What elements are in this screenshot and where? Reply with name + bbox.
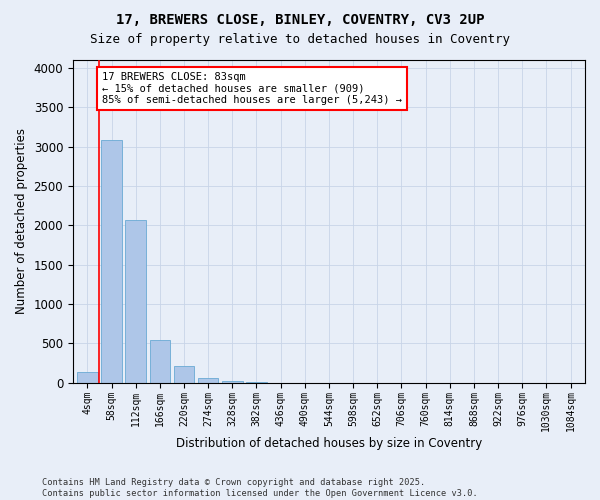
- Text: 17 BREWERS CLOSE: 83sqm
← 15% of detached houses are smaller (909)
85% of semi-d: 17 BREWERS CLOSE: 83sqm ← 15% of detache…: [102, 72, 402, 105]
- Bar: [77, 372, 98, 382]
- Bar: [222, 380, 242, 382]
- Text: 17, BREWERS CLOSE, BINLEY, COVENTRY, CV3 2UP: 17, BREWERS CLOSE, BINLEY, COVENTRY, CV3…: [116, 12, 484, 26]
- Text: Contains HM Land Registry data © Crown copyright and database right 2025.
Contai: Contains HM Land Registry data © Crown c…: [42, 478, 478, 498]
- Bar: [198, 378, 218, 382]
- Bar: [101, 140, 122, 382]
- Y-axis label: Number of detached properties: Number of detached properties: [15, 128, 28, 314]
- X-axis label: Distribution of detached houses by size in Coventry: Distribution of detached houses by size …: [176, 437, 482, 450]
- Bar: [149, 340, 170, 382]
- Bar: [174, 366, 194, 382]
- Bar: [125, 220, 146, 382]
- Text: Size of property relative to detached houses in Coventry: Size of property relative to detached ho…: [90, 32, 510, 46]
